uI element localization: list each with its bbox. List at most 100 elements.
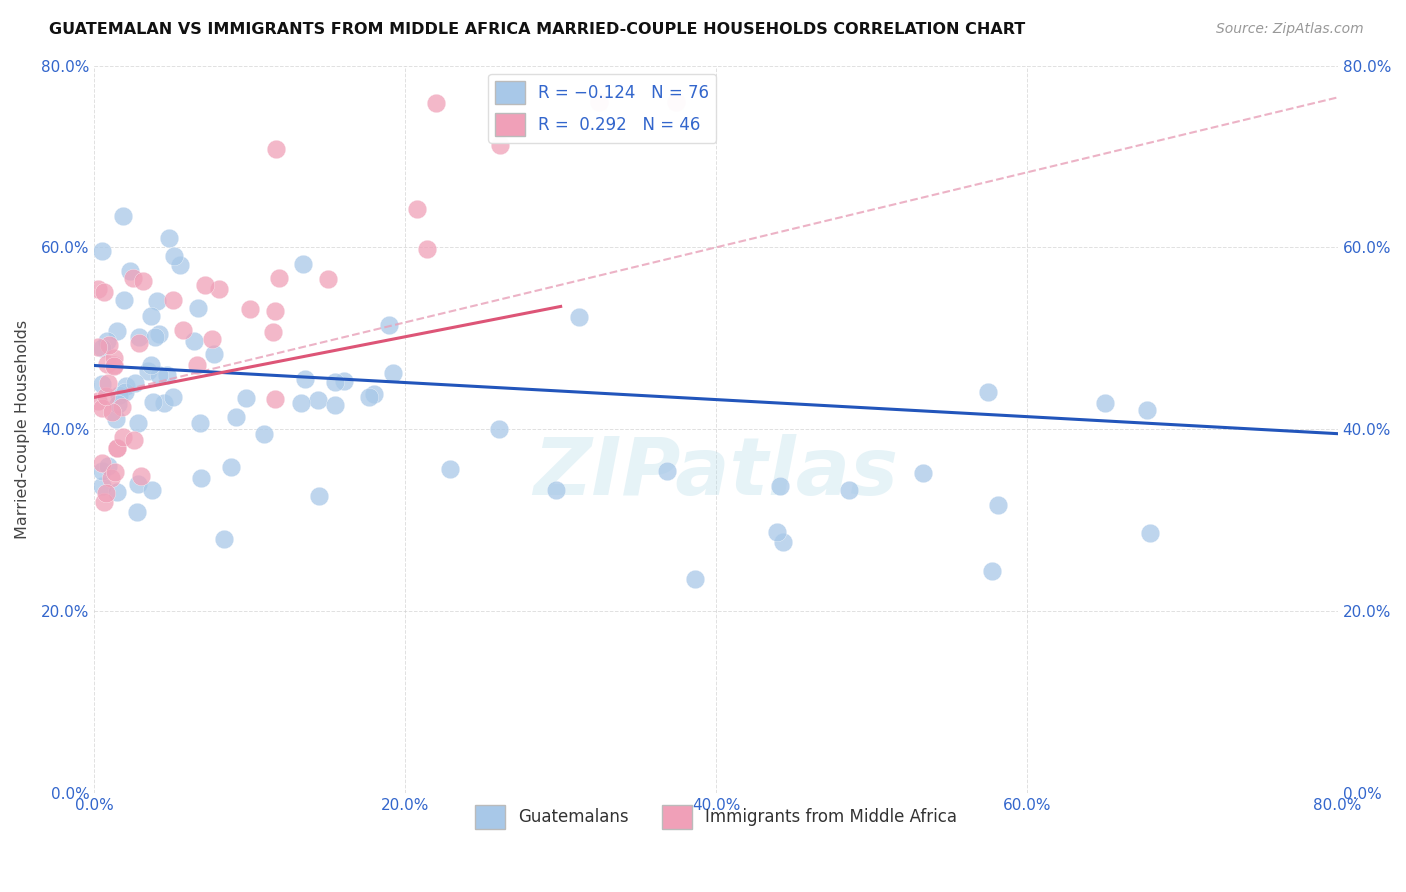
Point xyxy=(194,278,217,293)
Point xyxy=(489,138,512,153)
Point xyxy=(838,483,860,497)
Point xyxy=(544,483,567,498)
Point xyxy=(1136,402,1159,417)
Point xyxy=(439,461,461,475)
Point xyxy=(111,401,134,415)
Point xyxy=(190,471,212,485)
Point xyxy=(124,376,146,391)
Text: Source: ZipAtlas.com: Source: ZipAtlas.com xyxy=(1216,22,1364,37)
Point xyxy=(128,335,150,350)
Point xyxy=(219,459,242,474)
Point xyxy=(307,392,329,407)
Point xyxy=(104,412,127,426)
Point xyxy=(91,377,114,392)
Point xyxy=(977,384,1000,399)
Point xyxy=(1139,525,1161,540)
Point xyxy=(93,285,115,299)
Point xyxy=(146,294,169,309)
Point xyxy=(294,371,316,385)
Point xyxy=(157,230,180,244)
Point xyxy=(105,484,128,499)
Point xyxy=(655,464,678,478)
Point xyxy=(568,310,591,324)
Point xyxy=(124,434,146,448)
Point xyxy=(94,486,117,500)
Point xyxy=(323,398,346,412)
Text: ZIPatlas: ZIPatlas xyxy=(533,434,898,512)
Point xyxy=(290,396,312,410)
Point xyxy=(987,499,1010,513)
Point xyxy=(97,459,120,474)
Point xyxy=(90,401,112,415)
Point xyxy=(683,572,706,586)
Point xyxy=(103,359,125,374)
Point xyxy=(118,264,141,278)
Point xyxy=(105,442,128,456)
Point xyxy=(416,242,439,256)
Point xyxy=(128,330,150,344)
Point xyxy=(163,249,186,263)
Point xyxy=(143,330,166,344)
Point xyxy=(201,332,224,346)
Point xyxy=(127,416,149,430)
Point xyxy=(1094,396,1116,410)
Point xyxy=(488,421,510,435)
Point xyxy=(104,465,127,479)
Point xyxy=(588,95,610,109)
Point xyxy=(98,338,121,352)
Point xyxy=(141,483,163,497)
Point xyxy=(142,395,165,409)
Point xyxy=(169,258,191,272)
Text: GUATEMALAN VS IMMIGRANTS FROM MIDDLE AFRICA MARRIED-COUPLE HOUSEHOLDS CORRELATIO: GUATEMALAN VS IMMIGRANTS FROM MIDDLE AFR… xyxy=(49,22,1025,37)
Point xyxy=(769,479,792,493)
Point xyxy=(139,309,162,323)
Point xyxy=(263,392,285,406)
Point xyxy=(90,456,112,470)
Point xyxy=(187,301,209,316)
Point xyxy=(253,427,276,442)
Point xyxy=(112,430,135,444)
Point xyxy=(101,405,124,419)
Point xyxy=(359,390,381,404)
Point xyxy=(91,464,114,478)
Point xyxy=(115,379,138,393)
Point xyxy=(103,359,125,373)
Point xyxy=(202,347,225,361)
Point xyxy=(86,341,108,355)
Point xyxy=(105,441,128,455)
Point xyxy=(125,505,148,519)
Point xyxy=(425,95,447,110)
Point xyxy=(100,471,122,485)
Point xyxy=(97,376,120,391)
Point xyxy=(333,375,356,389)
Point xyxy=(112,293,135,308)
Point xyxy=(94,389,117,403)
Point xyxy=(91,341,114,355)
Point xyxy=(765,524,787,539)
Point xyxy=(377,318,399,332)
Point xyxy=(664,95,686,109)
Y-axis label: Married-couple Households: Married-couple Households xyxy=(15,319,30,539)
Point xyxy=(186,358,208,372)
Point xyxy=(148,368,170,382)
Point xyxy=(267,270,290,285)
Point xyxy=(308,489,330,503)
Point xyxy=(323,375,346,389)
Point xyxy=(91,244,114,259)
Point xyxy=(235,392,257,406)
Point xyxy=(225,409,247,424)
Point xyxy=(105,324,128,338)
Point xyxy=(96,334,118,348)
Point xyxy=(208,282,231,296)
Point xyxy=(183,334,205,348)
Point xyxy=(152,395,174,409)
Point xyxy=(980,564,1002,578)
Point xyxy=(162,293,184,307)
Point xyxy=(162,391,184,405)
Point xyxy=(316,271,339,285)
Point xyxy=(155,368,177,383)
Point xyxy=(108,388,131,402)
Point xyxy=(103,351,125,366)
Point xyxy=(91,479,114,493)
Point xyxy=(264,304,287,318)
